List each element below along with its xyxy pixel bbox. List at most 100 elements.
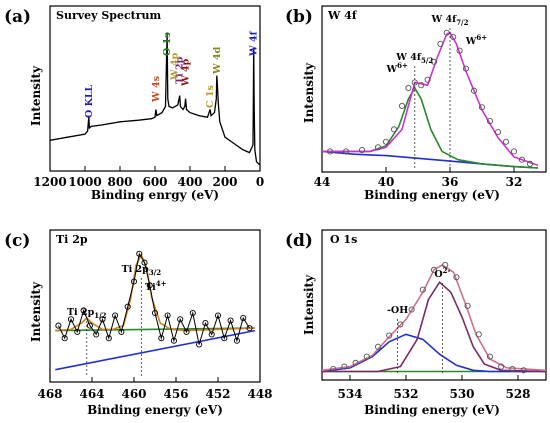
- data-point: [430, 266, 438, 273]
- data-point: [494, 129, 502, 136]
- data-point: [424, 76, 431, 83]
- data-point: [518, 156, 526, 163]
- panel-a-ylabel: Intensity: [29, 65, 43, 126]
- data-point: [221, 335, 228, 342]
- data-point: [462, 65, 470, 72]
- data-point: [498, 363, 505, 370]
- data-point: [61, 335, 68, 342]
- x-tick-label: 1200: [33, 175, 66, 189]
- data-point: [214, 312, 222, 319]
- data-point: [55, 322, 62, 329]
- data-point: [67, 316, 75, 323]
- data-point: [118, 328, 125, 335]
- data-point: [105, 335, 112, 342]
- x-tick-label: 800: [107, 175, 132, 189]
- x-tick-label: 40: [378, 175, 395, 189]
- peak-annotation: Ti 2p: [175, 56, 186, 84]
- x-tick-label: 0: [256, 175, 264, 189]
- data-point: [208, 331, 215, 338]
- panel-d-title: O 1s: [330, 233, 357, 246]
- data-point: [419, 286, 426, 293]
- series-line: [49, 32, 261, 166]
- panel-d-o1s: (d) O 1s Intensity Binding energy (eV) 5…: [285, 229, 547, 417]
- peak-annotation: W 4f: [249, 30, 260, 57]
- data-point: [475, 331, 482, 338]
- panel-c-ylabel: Intensity: [29, 281, 43, 342]
- x-tick-label: 532: [393, 387, 418, 401]
- data-point: [382, 138, 390, 145]
- panel-a-survey: (a) Survey Spectrum Intensity Binding en…: [4, 5, 264, 202]
- data-point: [183, 328, 190, 335]
- data-point: [112, 312, 119, 319]
- data-point: [486, 353, 494, 360]
- data-point: [246, 325, 253, 332]
- data-point: [363, 353, 370, 360]
- data-point: [437, 40, 444, 47]
- data-point: [456, 47, 463, 54]
- panel-d-frame: [321, 229, 547, 381]
- data-point: [509, 365, 516, 373]
- panel-c-ti2p: (c) Ti 2p Intensity Binding energy (eV) …: [4, 229, 273, 417]
- peak-annotation: C 1s: [205, 85, 216, 108]
- data-point: [405, 84, 412, 92]
- data-point: [386, 332, 393, 339]
- data-point: [526, 160, 534, 167]
- x-tick-label: 452: [205, 387, 230, 401]
- data-point: [80, 307, 87, 314]
- data-point: [177, 316, 184, 323]
- panel-b-title: W 4f: [327, 9, 358, 22]
- panel-c-label: (c): [4, 231, 30, 251]
- peak-annotation: W 4d: [212, 46, 223, 75]
- data-point: [164, 312, 171, 319]
- data-point: [189, 309, 196, 317]
- peak-annotation: O 1s: [162, 32, 173, 56]
- data-point: [390, 126, 398, 133]
- data-point: [93, 331, 100, 338]
- series-line: [57, 252, 250, 345]
- data-point: [341, 363, 348, 370]
- data-point: [124, 303, 131, 310]
- data-point: [502, 138, 510, 145]
- peak-annotation: W 4f5/2: [395, 52, 433, 65]
- peak-annotation: Ti 2p1/2: [67, 307, 107, 320]
- panel-d-xlabel: Binding energy (eV): [364, 403, 500, 417]
- panel-a-xlabel: Binding enrgy (eV): [91, 188, 219, 202]
- data-point: [330, 365, 337, 373]
- series-line: [322, 31, 539, 166]
- data-point: [443, 29, 450, 36]
- peak-annotation: W 4s: [151, 76, 162, 103]
- x-tick-label: 530: [449, 387, 474, 401]
- panel-b-w4f: (b) W 4f Intensity Binding energy (eV) 4…: [285, 5, 547, 202]
- data-point: [470, 87, 478, 94]
- peak-annotation: W 4p: [181, 58, 192, 87]
- data-point: [240, 314, 247, 322]
- data-point: [196, 341, 203, 348]
- peak-annotation: W6+: [385, 61, 408, 75]
- x-tick-label: 44: [314, 175, 331, 189]
- panel-b-frame: [321, 5, 547, 173]
- data-point: [520, 367, 527, 374]
- panel-d-label: (d): [285, 231, 313, 251]
- x-tick-label: 534: [337, 387, 362, 401]
- data-point: [398, 102, 406, 109]
- peak-annotation: -OH: [387, 305, 408, 316]
- data-point: [464, 302, 471, 309]
- x-tick-label: 32: [506, 175, 523, 189]
- x-tick-label: 464: [79, 387, 104, 401]
- data-point: [374, 144, 382, 151]
- panel-c-xlabel: Binding energy (eV): [87, 403, 223, 417]
- data-point: [158, 335, 165, 342]
- series-line: [321, 333, 546, 373]
- series-line: [322, 86, 539, 169]
- data-point: [141, 259, 148, 266]
- panel-c-title: Ti 2p: [56, 233, 88, 246]
- x-tick-label: 1000: [68, 175, 101, 189]
- x-tick-label: 456: [163, 387, 188, 401]
- data-point: [146, 282, 153, 289]
- data-point: [510, 148, 518, 155]
- data-point: [227, 317, 234, 324]
- x-tick-label: 600: [142, 175, 167, 189]
- data-point: [442, 261, 449, 268]
- panel-a-label: (a): [4, 7, 31, 27]
